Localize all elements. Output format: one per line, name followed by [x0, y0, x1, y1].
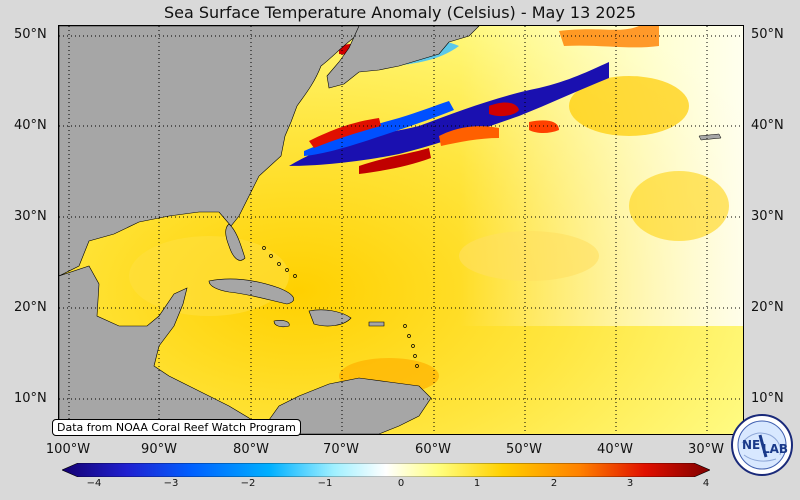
lon-label-90w: 90°W	[141, 442, 177, 457]
south-america-landmass	[258, 377, 432, 434]
colorbar-tick: −3	[163, 478, 179, 489]
nexlab-globe-logo: NE LAB	[730, 413, 794, 477]
map-title: Sea Surface Temperature Anomaly (Celsius…	[163, 3, 637, 22]
graticule	[59, 26, 743, 434]
lon-label-80w: 80°W	[233, 442, 269, 457]
data-attribution: Data from NOAA Coral Reef Watch Program	[52, 419, 301, 436]
colorbar-tick: 0	[397, 478, 405, 489]
colorbar-tick: 4	[702, 478, 710, 489]
lon-label-50w: 50°W	[506, 442, 542, 457]
azores-islands	[698, 133, 722, 141]
colorbar-tick: 2	[550, 478, 558, 489]
bahamas-islands	[262, 246, 297, 278]
lat-label-10n-right: 10°N	[751, 391, 784, 406]
colorbar-graphic	[61, 462, 711, 478]
lat-label-20n-right: 20°N	[751, 300, 784, 315]
warm-anomaly-band	[359, 148, 431, 174]
lat-label-50n-left: 50°N	[14, 27, 47, 42]
hispaniola-island	[308, 309, 352, 327]
lon-label-30w: 30°W	[688, 442, 724, 457]
warm-eddy	[529, 120, 559, 133]
lon-label-70w: 70°W	[323, 442, 359, 457]
map-canvas	[59, 26, 743, 434]
lat-label-10n-left: 10°N	[14, 391, 47, 406]
lat-label-40n-right: 40°N	[751, 118, 784, 133]
lat-label-30n-left: 30°N	[14, 209, 47, 224]
warm-eddy	[489, 102, 519, 117]
logo-text-ne: NE	[742, 438, 760, 452]
colorbar-tick: 1	[473, 478, 481, 489]
sst-anomaly-map	[58, 25, 744, 435]
lon-label-100w: 100°W	[45, 442, 91, 457]
colorbar-tick: −2	[240, 478, 256, 489]
lat-label-50n-right: 50°N	[751, 27, 784, 42]
puerto-rico-island	[368, 321, 385, 327]
colorbar-tick: 3	[626, 478, 634, 489]
mexico-central-america	[59, 265, 260, 434]
jamaica-island	[273, 320, 290, 328]
colorbar-tick: −1	[317, 478, 333, 489]
canada-maritimes	[326, 26, 480, 89]
lon-label-40w: 40°W	[597, 442, 633, 457]
warm-patch	[569, 76, 689, 136]
warm-anomaly-north	[559, 26, 659, 48]
lat-label-40n-left: 40°N	[14, 118, 47, 133]
north-america-landmass	[59, 26, 360, 277]
logo-text-lab: LAB	[762, 442, 788, 456]
colorbar-tick: −4	[86, 478, 102, 489]
warm-patch	[629, 171, 729, 241]
cuba-island	[208, 278, 294, 305]
florida-peninsula	[225, 223, 246, 261]
warm-patch-gulf	[129, 236, 289, 316]
warm-patch	[459, 231, 599, 281]
lesser-antilles	[403, 324, 419, 368]
lat-label-30n-right: 30°N	[751, 209, 784, 224]
colorbar	[61, 462, 711, 478]
warm-anomaly-band	[439, 126, 499, 146]
lon-label-60w: 60°W	[415, 442, 451, 457]
lat-label-20n-left: 20°N	[14, 300, 47, 315]
